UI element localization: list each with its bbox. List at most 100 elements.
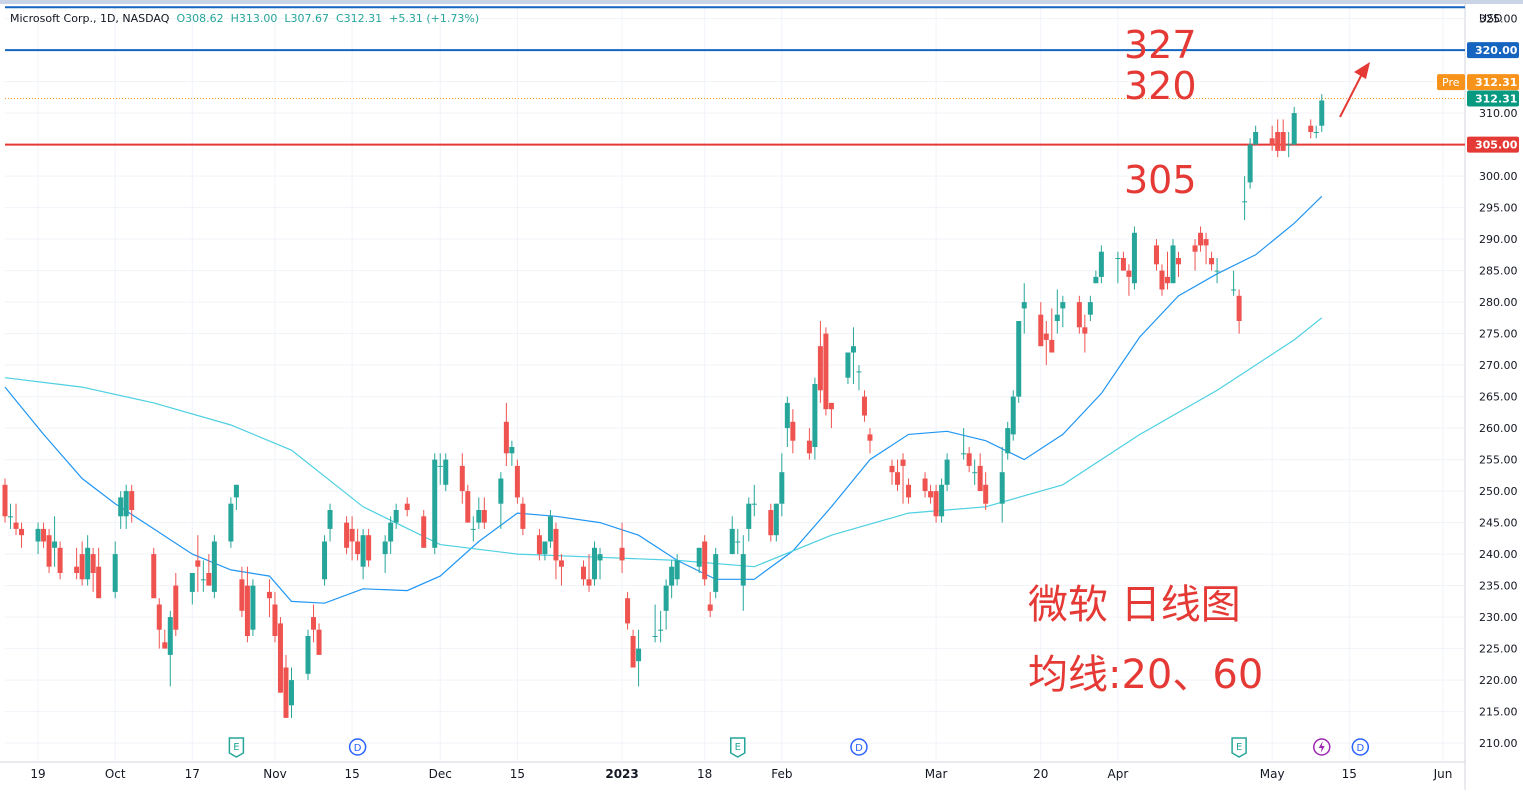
candle-body [636,648,642,662]
candle-body [784,402,790,429]
candle-body [509,447,515,454]
candle-body [586,579,592,586]
x-tick-label: Oct [105,767,126,781]
candle-body [437,465,443,467]
dividend-marker-label: D [354,743,362,754]
candle-body [1087,302,1093,315]
candle-body [740,554,746,586]
candle-body [404,503,410,510]
high-value: H313.00 [230,12,278,25]
y-tick-label: 325.00 [1479,13,1518,26]
candle-body [1313,132,1319,133]
candle-body [669,566,675,586]
candle-body [619,547,625,561]
candle-body [503,421,509,454]
candle-body [944,459,950,485]
candle-body [35,528,41,542]
candle-body [663,585,669,611]
candle-body [57,547,63,573]
candle-body [1115,258,1121,259]
candle-body [1021,302,1027,309]
dividend-marker-label: D [1356,743,1364,754]
candle-body [696,547,702,567]
candle-body [393,510,399,523]
dividend-marker-icon[interactable] [348,738,367,756]
candle-body [707,604,713,611]
dividend-marker-label: D [855,743,863,754]
x-tick-label: Apr [1108,767,1129,781]
candle-body [2,484,8,517]
candle-body [1093,276,1099,284]
y-tick-label: 285.00 [1479,265,1518,278]
candle-body [768,510,774,536]
price-tag-305-bg [1467,136,1519,153]
earnings-marker-icon[interactable] [730,737,746,758]
candle-body [1060,302,1066,309]
candle-body [382,541,388,555]
candle-body [983,484,989,504]
candle-body [658,629,664,631]
candle-body [939,484,945,517]
candle-body [360,535,366,567]
candle-body [895,472,901,485]
candle-body [206,573,212,586]
candle-body [46,535,52,567]
candle-body [1131,232,1137,284]
candle-body [1176,258,1182,265]
candle-body [630,636,636,668]
price-tag-last-bg [1467,90,1519,107]
candle-body [476,510,482,523]
x-tick-label: Mar [925,767,948,781]
candle-body [1214,270,1220,272]
candle-body [972,472,978,474]
time-axis: 19 Oct 17 Nov 15 Dec 15 2023 18 Feb Mar 20 Apr May 15 J… [30,767,1452,781]
candle-body [729,528,735,555]
candle-body [1286,144,1292,146]
candle-body [123,491,129,517]
price-tag-320-text: 320.00 [1475,44,1518,57]
candle-body [200,579,206,581]
candle-body [118,497,124,517]
y-tick-label: 235.00 [1479,580,1518,593]
candle-body [1076,302,1082,328]
candle-body [481,510,487,523]
dividend-marker-icon[interactable] [1351,738,1370,756]
price-axis: 210.00 215.00 220.00 225.00 230.00 235.00 240.… [1479,12,1518,750]
dividend-marker-icon[interactable] [850,738,868,756]
candle-body [850,346,856,353]
candle-body [366,535,372,561]
x-tick-label: Nov [263,767,286,781]
candle-body [52,541,58,548]
earnings-marker-icon[interactable] [228,737,245,758]
candle-body [129,491,135,510]
candle-body [327,510,333,529]
candle-body [443,459,449,485]
candle-body [1043,333,1049,340]
candle-body [322,541,328,580]
candle-body [167,617,173,655]
earnings-marker-icon[interactable] [1231,737,1247,758]
candle-body [823,333,829,410]
candle-body [625,598,631,624]
pre-label-bg [1437,74,1465,91]
candle-body [1291,113,1297,145]
candle-body [999,472,1005,504]
candle-body [195,560,201,567]
candle-body [283,667,289,718]
x-tick-label: 18 [697,767,712,781]
price-tag-320-bg [1467,42,1519,59]
candle-body [1192,245,1198,252]
y-tick-label: 280.00 [1479,296,1518,309]
price-tag-last-text: 312.31 [1475,93,1517,106]
candle-body [90,554,96,573]
y-tick-label: 210.00 [1479,737,1518,750]
y-tick-label: 300.00 [1479,170,1518,183]
candle-body [79,554,85,580]
x-tick-label: 15 [1342,767,1357,781]
candle-body [817,346,823,391]
candle-body [211,541,217,592]
pre-label-text: Pre [1442,76,1460,89]
